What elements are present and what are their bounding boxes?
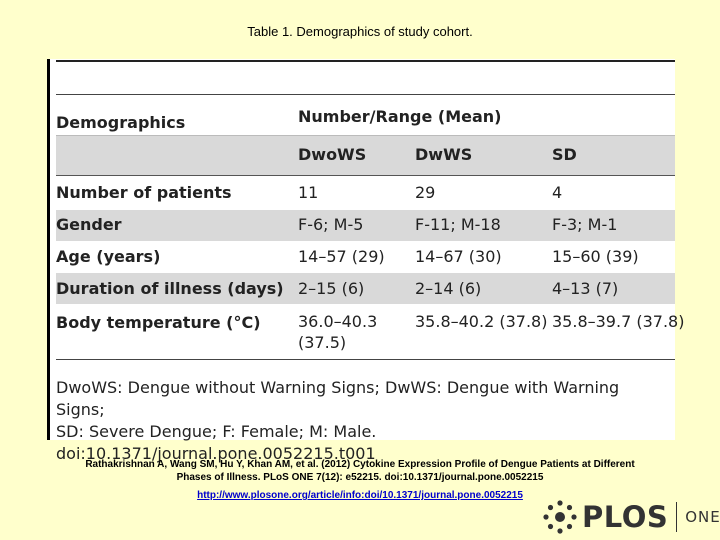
table-cell: F-3; M-1 [552,215,618,234]
table-footnote: DwoWS: Dengue without Warning Signs; DwW… [56,377,671,465]
table-image: Demographics Number/Range (Mean) DwoWS D… [47,59,684,463]
column-header-dwws: DwWS [415,145,473,164]
footnote-line: DwoWS: Dengue without Warning Signs; DwW… [56,378,620,419]
row-label: Number of patients [56,183,232,202]
footnote-line: SD: Severe Dengue; F: Female; M: Male. [56,422,377,441]
slide-title: Table 1. Demographics of study cohort. [247,24,473,39]
top-rule [56,60,675,62]
logo-suffix: ONE [685,508,720,526]
logo-name: PLOS [582,500,669,534]
table-cell: 4–13 (7) [552,279,619,298]
row-label: Duration of illness (days) [56,279,284,298]
table-cell: 14–67 (30) [415,247,502,266]
header-shade [56,135,675,176]
citation-line: Phases of Illness. PLoS ONE 7(12): e5221… [176,472,544,483]
footnote-doi: doi:10.1371/journal.pone.0052215.t001 [56,444,376,463]
column-header-sd: SD [552,145,577,164]
table-cell: 11 [298,183,319,202]
article-link[interactable]: http://www.plosone.org/article/info:doi/… [197,490,523,501]
table-cell: 15–60 (39) [552,247,639,266]
row-label: Gender [56,215,122,234]
column-header-dwows: DwoWS [298,145,367,164]
table-cell: (37.5) [298,333,347,352]
plos-one-logo: PLOS ONE [542,497,720,537]
table-header [56,94,675,197]
table-cell: 36.0–40.3 [298,312,378,331]
header-rule [56,175,675,176]
citation-line: Rathakrishnan A, Wang SM, Hu Y, Khan AM,… [85,459,635,470]
header-demographics: Demographics [56,113,186,132]
table-cell: 4 [552,183,563,202]
header-number-range: Number/Range (Mean) [298,107,502,126]
table-cell: F-11; M-18 [415,215,501,234]
table-cell: F-6; M-5 [298,215,364,234]
table-cell: 35.8–40.2 (37.8) [415,312,548,331]
logo-separator [676,502,678,532]
table-cell: 14–57 (29) [298,247,385,266]
table-cell: 2–15 (6) [298,279,365,298]
table-cell: 29 [415,183,436,202]
row-shade [56,273,675,304]
plos-logo-icon [543,500,577,534]
row-label: Age (years) [56,247,161,266]
row-label: Body temperature (°C) [56,313,261,332]
table-cell: 2–14 (6) [415,279,482,298]
bottom-rule [56,359,675,360]
row-shade [56,210,675,241]
citation: Rathakrishnan A, Wang SM, Hu Y, Khan AM,… [40,458,680,484]
table-cell: 35.8–39.7 (37.8) [552,312,685,331]
